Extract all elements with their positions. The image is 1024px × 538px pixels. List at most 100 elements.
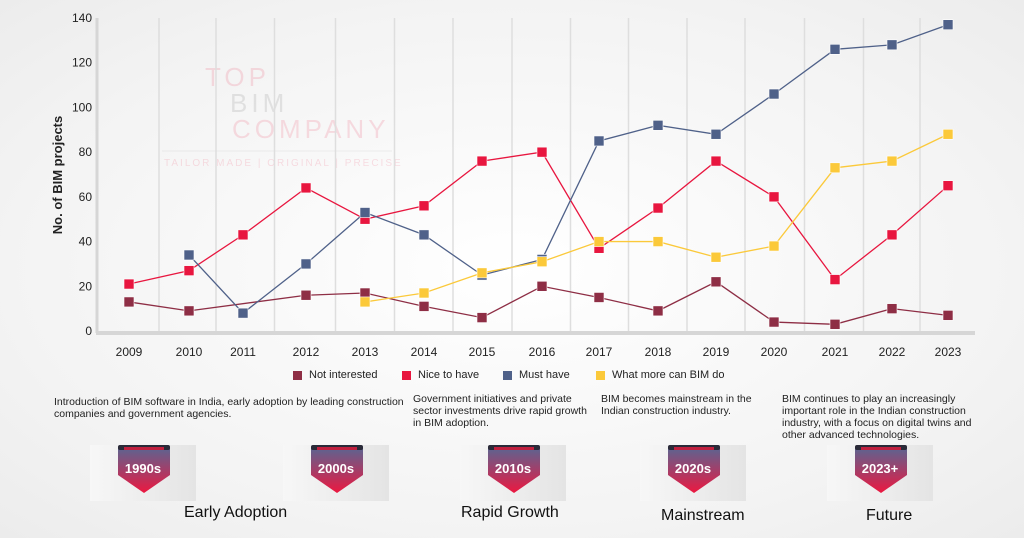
data-point: [237, 307, 249, 319]
data-point: [652, 236, 664, 247]
y-tick-label: 80: [79, 145, 93, 159]
timeline-description-early: Introduction of BIM software in India, e…: [54, 396, 404, 420]
data-point: [123, 278, 135, 290]
data-point: [942, 19, 954, 31]
data-point: [829, 274, 841, 285]
timeline-description-rapid: Government initiatives and private secto…: [413, 393, 587, 429]
era-label: 2010s: [494, 461, 532, 476]
y-tick-label: 140: [72, 11, 92, 25]
y-tick-label: 20: [79, 279, 93, 293]
svg-text:COMPANY: COMPANY: [232, 114, 390, 144]
data-point: [183, 265, 195, 276]
legend-label: Not interested: [309, 369, 378, 381]
bookmark-icon: [488, 445, 540, 493]
data-point: [886, 39, 898, 51]
legend-swatch: [503, 370, 512, 380]
data-point: [418, 301, 430, 312]
data-point: [359, 296, 371, 308]
data-point: [359, 207, 371, 218]
era-badge: 1990s: [90, 445, 196, 501]
series-line-2: [188, 24, 949, 314]
data-point: [829, 318, 841, 330]
data-point: [829, 162, 841, 174]
y-axis-label: No. of BIM projects: [50, 116, 65, 234]
data-point: [768, 316, 780, 328]
data-point: [942, 310, 954, 321]
legend-label: Nice to have: [418, 369, 480, 381]
era-label: 2000s: [317, 461, 355, 476]
data-point: [536, 280, 548, 292]
data-point: [593, 135, 605, 147]
x-tick-label: 2011: [230, 345, 256, 359]
data-point: [300, 182, 312, 194]
data-point: [300, 258, 312, 270]
svg-text:TOP: TOP: [205, 62, 270, 92]
data-point: [829, 43, 841, 55]
legend-swatch: [596, 370, 605, 380]
series-line-0: [128, 281, 949, 325]
era-badge: 2020s: [640, 445, 746, 501]
x-tick-label: 2023: [935, 345, 962, 359]
data-point: [237, 229, 249, 241]
data-point: [593, 292, 605, 303]
data-point: [593, 236, 605, 247]
x-tick-label: 2012: [293, 345, 320, 359]
watermark-logo: TOP BIM COMPANY TAILOR MADE | ORIGINAL |…: [162, 62, 403, 169]
data-point: [886, 229, 898, 241]
legend-item: What more can BIM do: [596, 369, 725, 381]
data-point: [652, 120, 664, 131]
data-point: [123, 296, 135, 308]
x-tick-label: 2022: [879, 345, 906, 359]
x-tick-label: 2016: [529, 345, 556, 359]
data-point: [942, 180, 954, 191]
y-tick-label: 60: [79, 190, 93, 204]
x-tick-label: 2009: [116, 345, 143, 359]
x-tick-label: 2015: [469, 345, 496, 359]
era-label: 2023+: [861, 461, 899, 476]
data-point: [942, 128, 954, 140]
era-badge: 2010s: [460, 445, 566, 501]
x-tick-label: 2013: [352, 345, 379, 359]
data-point: [300, 289, 312, 301]
timeline-description-future: BIM continues to play an increasingly im…: [782, 393, 972, 441]
phase-early-adoption: Early Adoption: [184, 504, 288, 521]
data-point: [183, 249, 195, 261]
data-point: [768, 88, 780, 100]
x-tick-label: 2020: [761, 345, 788, 359]
data-point: [359, 287, 371, 299]
x-tick-label: 2010: [176, 345, 203, 359]
phase-mainstream: Mainstream: [661, 507, 745, 524]
data-point: [536, 146, 548, 158]
legend-label: Must have: [519, 369, 570, 381]
y-tick-label: 100: [72, 100, 92, 114]
data-point: [768, 191, 780, 203]
bookmark-icon: [311, 445, 363, 493]
data-point: [183, 305, 195, 317]
data-point: [476, 155, 488, 167]
svg-text:TAILOR MADE | ORIGINAL | PRECI: TAILOR MADE | ORIGINAL | PRECISE: [164, 158, 403, 169]
data-point: [418, 200, 430, 212]
timeline-description-mainstream: BIM becomes mainstream in the Indian con…: [601, 393, 752, 417]
data-point: [886, 155, 898, 167]
data-point: [476, 267, 488, 279]
bookmark-icon: [668, 445, 720, 493]
data-point: [710, 251, 722, 263]
data-point: [536, 256, 548, 267]
legend-label: What more can BIM do: [612, 369, 725, 381]
legend-swatch: [402, 370, 411, 380]
data-point: [418, 287, 430, 299]
legend-item: Nice to have: [402, 369, 479, 381]
x-tick-label: 2021: [822, 345, 849, 359]
data-point: [710, 276, 722, 288]
data-point: [710, 155, 722, 167]
era-badge: 2023+: [827, 445, 933, 501]
data-point: [652, 305, 664, 317]
era-badge: 2000s: [283, 445, 389, 501]
data-point: [710, 128, 722, 140]
x-tick-label: 2018: [645, 345, 672, 359]
y-tick-label: 0: [85, 324, 92, 338]
data-point: [652, 202, 664, 214]
era-label: 2020s: [674, 461, 712, 476]
y-tick-label: 40: [79, 235, 93, 249]
phase-rapid-growth: Rapid Growth: [461, 504, 559, 521]
